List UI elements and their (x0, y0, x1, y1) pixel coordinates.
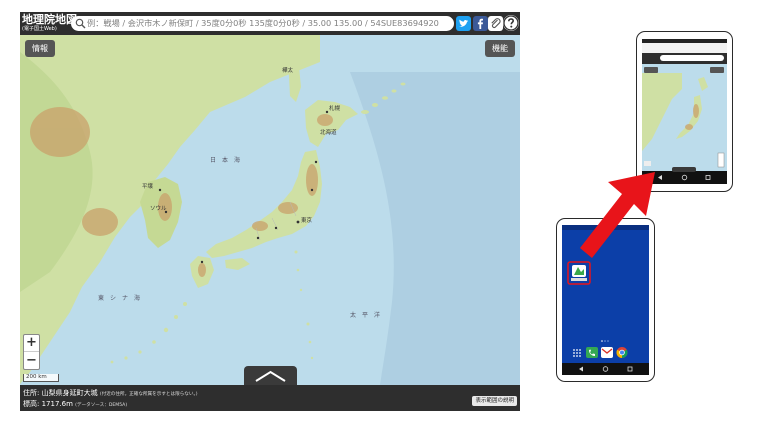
label-east-china-sea: 東 シ ナ 海 (98, 294, 140, 302)
address-label: 住所: (23, 389, 40, 397)
label-sea-of-japan: 日 本 海 (210, 156, 240, 164)
phone-home (556, 218, 655, 382)
phone-home-screen (562, 225, 649, 375)
address-value: 山梨県身延町大城 (41, 389, 98, 397)
label-seoul: ソウル (150, 204, 167, 212)
address-note: (付近の住所。正確な所属を示すとは限らない。) (99, 392, 198, 397)
twitter-share-button[interactable] (456, 16, 471, 31)
zoom-out-button[interactable]: − (26, 353, 37, 368)
question-icon (503, 15, 519, 31)
search-icon (75, 18, 86, 29)
label-pacific: 太 平 洋 (350, 311, 380, 319)
chevron-up-icon (255, 370, 286, 382)
scale-bar: 200 km (23, 374, 59, 382)
label-sapporo: 札幌 (329, 104, 341, 112)
elevation-note: (データソース：DEM5A) (75, 403, 128, 408)
footer-bar: 住所: 山梨県身延町大城 (付近の住所。正確な所属を示すとは限らない。) 標高:… (20, 385, 520, 411)
elevation-line: 標高: 1717.6m (データソース：DEM5A) (23, 399, 127, 411)
phone-browser-screen (642, 39, 727, 184)
search-placeholder: 例：戦場 / 会沢市木ノ新保町 / 35度0分0秒 135度0分0秒 / 35.… (87, 18, 439, 28)
link-button[interactable] (488, 16, 503, 31)
elevation-label: 標高: (23, 400, 40, 408)
function-button[interactable]: 機能 (485, 40, 515, 57)
info-button[interactable]: 情報 (25, 40, 55, 57)
facebook-share-button[interactable] (473, 16, 488, 31)
help-button[interactable] (503, 15, 519, 31)
phone-home-wallpaper (562, 225, 649, 375)
label-sakhalin: 樺太 (282, 66, 294, 74)
map-canvas[interactable]: 日 本 海 太 平 洋 東 シ ナ 海 平壌 ソウル 東京 札幌 北海道 樺太 (20, 12, 520, 411)
zoom-control: + − (23, 334, 40, 370)
app-title[interactable]: 地理院地図 (22, 13, 77, 26)
facebook-icon (477, 18, 483, 29)
phone-browser-map (642, 39, 727, 184)
map-app: 日 本 海 太 平 洋 東 シ ナ 海 平壌 ソウル 東京 札幌 北海道 樺太 … (20, 12, 520, 411)
elevation-value: 1717.6m (41, 400, 73, 408)
zoom-in-button[interactable]: + (24, 335, 39, 352)
label-pyongyang: 平壌 (142, 182, 154, 190)
top-toolbar: 地理院地図 (電子国土Web) 例：戦場 / 会沢市木ノ新保町 / 35度0分0… (20, 12, 520, 35)
expand-panel-button[interactable] (244, 366, 297, 385)
phone-browser (636, 31, 733, 192)
red-arrow-icon (580, 172, 655, 258)
label-hokkaido: 北海道 (320, 128, 337, 136)
legend-button[interactable]: 表示範囲の説明 (472, 396, 517, 406)
label-tokyo: 東京 (301, 216, 313, 224)
search-input[interactable]: 例：戦場 / 会沢市木ノ新保町 / 35度0分0秒 135度0分0秒 / 35.… (71, 16, 454, 31)
twitter-icon (459, 19, 469, 27)
paperclip-icon (491, 18, 501, 29)
app-subtitle: (電子国土Web) (22, 26, 57, 32)
address-line: 住所: 山梨県身延町大城 (付近の住所。正確な所属を示すとは限らない。) (23, 388, 198, 400)
scale-label: 200 km (26, 374, 47, 380)
